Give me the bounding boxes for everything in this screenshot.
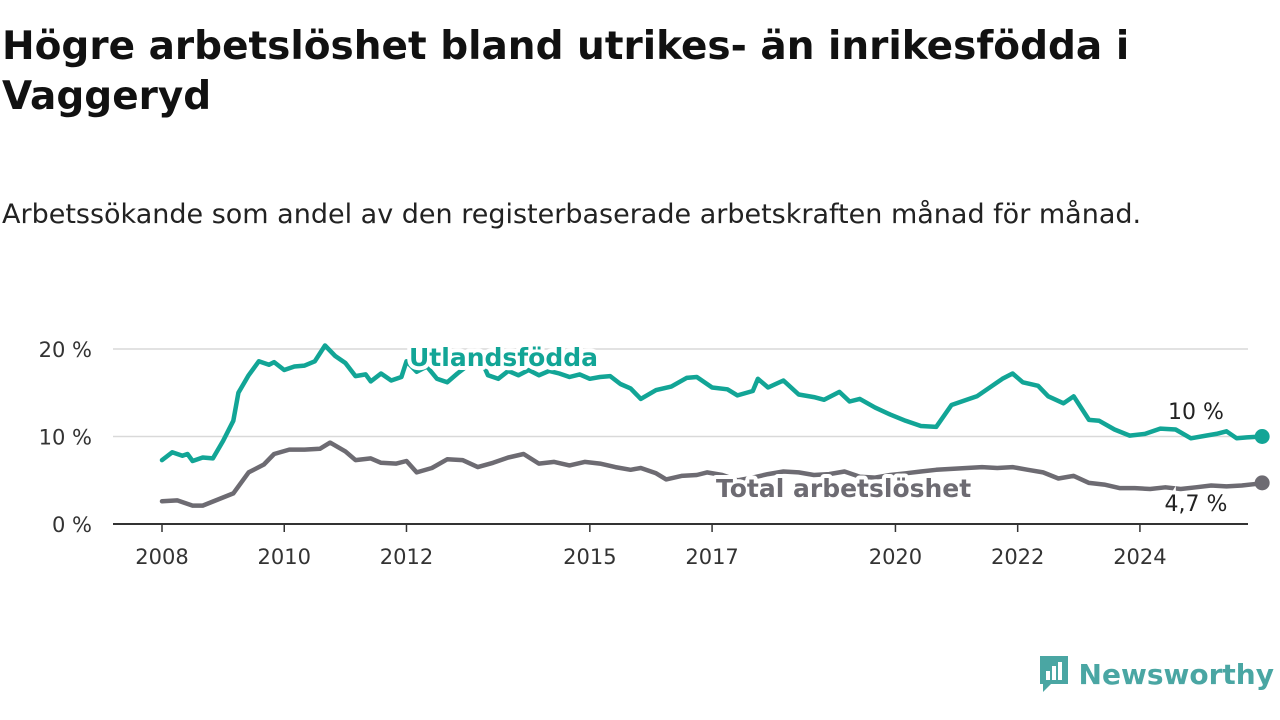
x-tick-label: 2022 <box>991 545 1044 569</box>
x-tick-label: 2015 <box>563 545 616 569</box>
brand-logo: Newsworthy <box>1037 654 1274 694</box>
x-tick-label: 2008 <box>135 545 188 569</box>
y-tick-label: 20 % <box>39 338 92 362</box>
newsworthy-logo-icon <box>1039 656 1068 692</box>
x-tick-label: 2012 <box>380 545 433 569</box>
series-label-utlandsfodda: Utlandsfödda <box>409 343 598 372</box>
end-value-utlandsfodda: 10 % <box>1168 400 1224 425</box>
y-tick-label: 10 % <box>39 426 92 450</box>
end-value-total: 4,7 % <box>1165 492 1228 517</box>
chart-subtitle: Arbetssökande som andel av den registerb… <box>2 199 1142 230</box>
series-label-total: Total arbetslöshet <box>716 474 971 503</box>
chart-title: Högre arbetslöshet bland utrikes- än inr… <box>2 24 1130 119</box>
y-tick-label: 0 % <box>52 513 92 537</box>
brand-name: Newsworthy <box>1078 657 1274 691</box>
series-end-point <box>1254 475 1270 491</box>
x-tick-label: 2010 <box>258 545 311 569</box>
x-tick-label: 2017 <box>685 545 738 569</box>
series-line-total <box>159 440 1265 508</box>
x-tick-label: 2020 <box>869 545 922 569</box>
x-tick-label: 2024 <box>1113 545 1166 569</box>
series-line-utlandsfodda <box>159 343 1265 464</box>
series-end-point <box>1254 429 1270 444</box>
